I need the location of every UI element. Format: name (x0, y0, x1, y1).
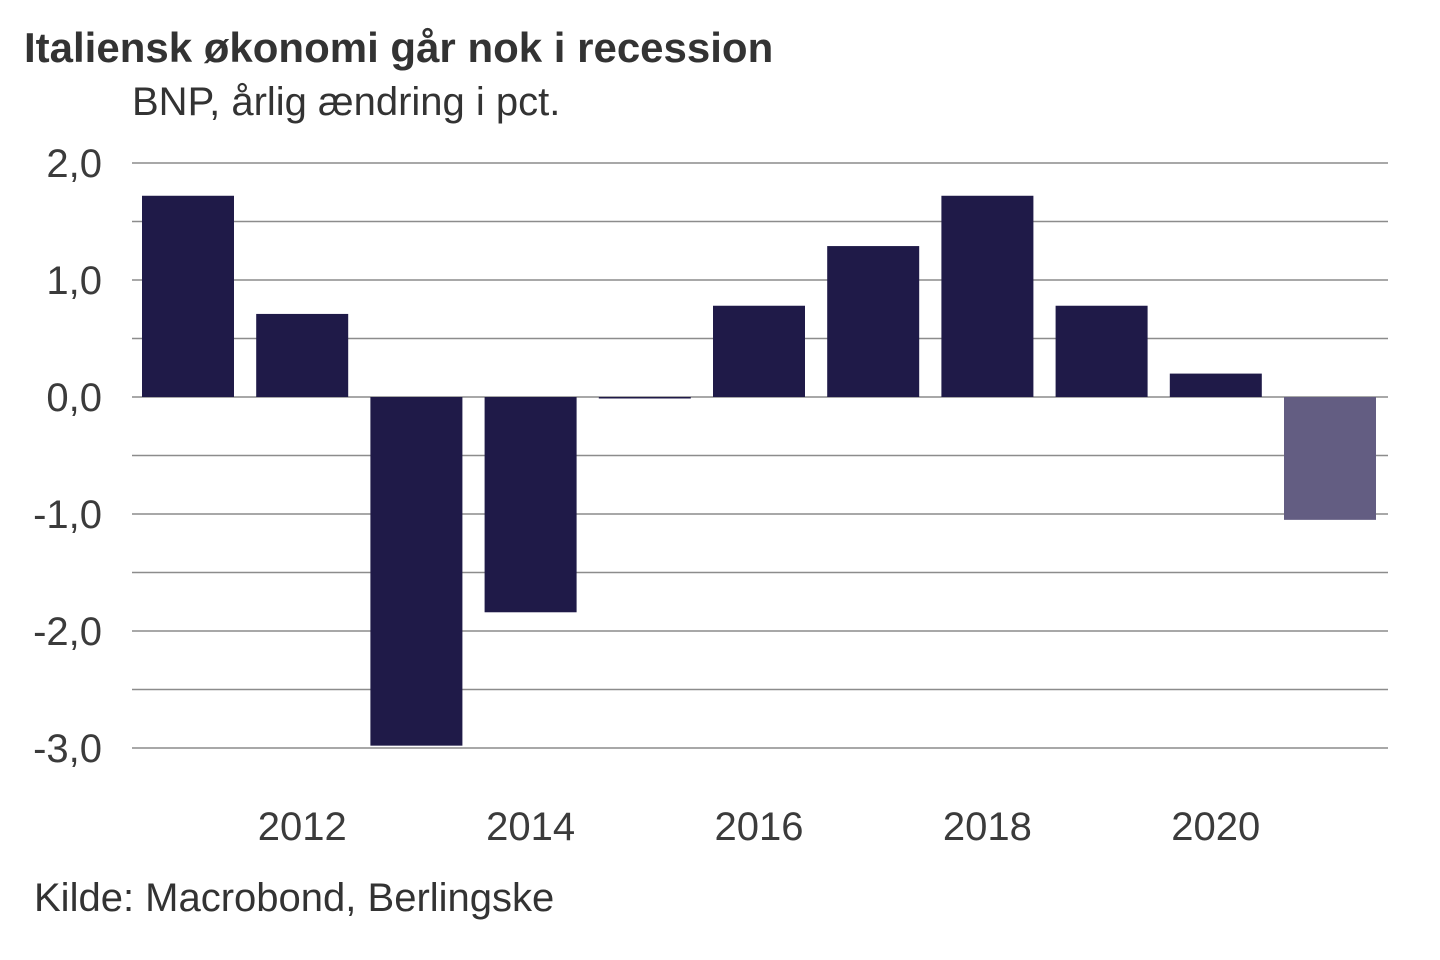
y-tick-label: 2,0 (46, 142, 102, 186)
y-tick-label: 0,0 (46, 376, 102, 420)
bar-2018 (941, 195, 1034, 397)
y-axis-tick-labels: 2,0 1,0 0,0 -1,0 -2,0 -3,0 (33, 142, 102, 771)
bar-2021 (1284, 397, 1376, 520)
bar-2016 (713, 305, 805, 397)
bar-2020 (1169, 373, 1262, 397)
y-tick-label: -1,0 (33, 493, 102, 537)
x-tick-label-2012: 2012 (258, 805, 347, 849)
y-tick-label: -3,0 (33, 727, 102, 771)
y-tick-label: -2,0 (33, 610, 102, 654)
x-tick-label-2014: 2014 (486, 805, 575, 849)
x-tick-label-2016: 2016 (715, 805, 804, 849)
chart-subtitle: BNP, årlig ændring i pct. (132, 80, 561, 124)
bar-2015 (598, 397, 691, 399)
gridlines (132, 162, 1388, 749)
bar-2014 (484, 397, 577, 613)
bar-2012 (256, 313, 349, 397)
bar-2011 (142, 195, 234, 397)
chart-title: Italiensk økonomi går nok i recession (24, 24, 774, 71)
y-tick-label: 1,0 (46, 259, 102, 303)
x-tick-label-2018: 2018 (943, 805, 1032, 849)
bar-2013 (370, 397, 463, 746)
bar-2019 (1055, 305, 1148, 397)
source-note: Kilde: Macrobond, Berlingske (34, 876, 555, 920)
bars (142, 195, 1376, 746)
bar-2017 (827, 246, 920, 397)
x-tick-label-2020: 2020 (1171, 805, 1260, 849)
x-axis-tick-labels: 2012 2014 2016 2018 2020 (258, 805, 1261, 849)
